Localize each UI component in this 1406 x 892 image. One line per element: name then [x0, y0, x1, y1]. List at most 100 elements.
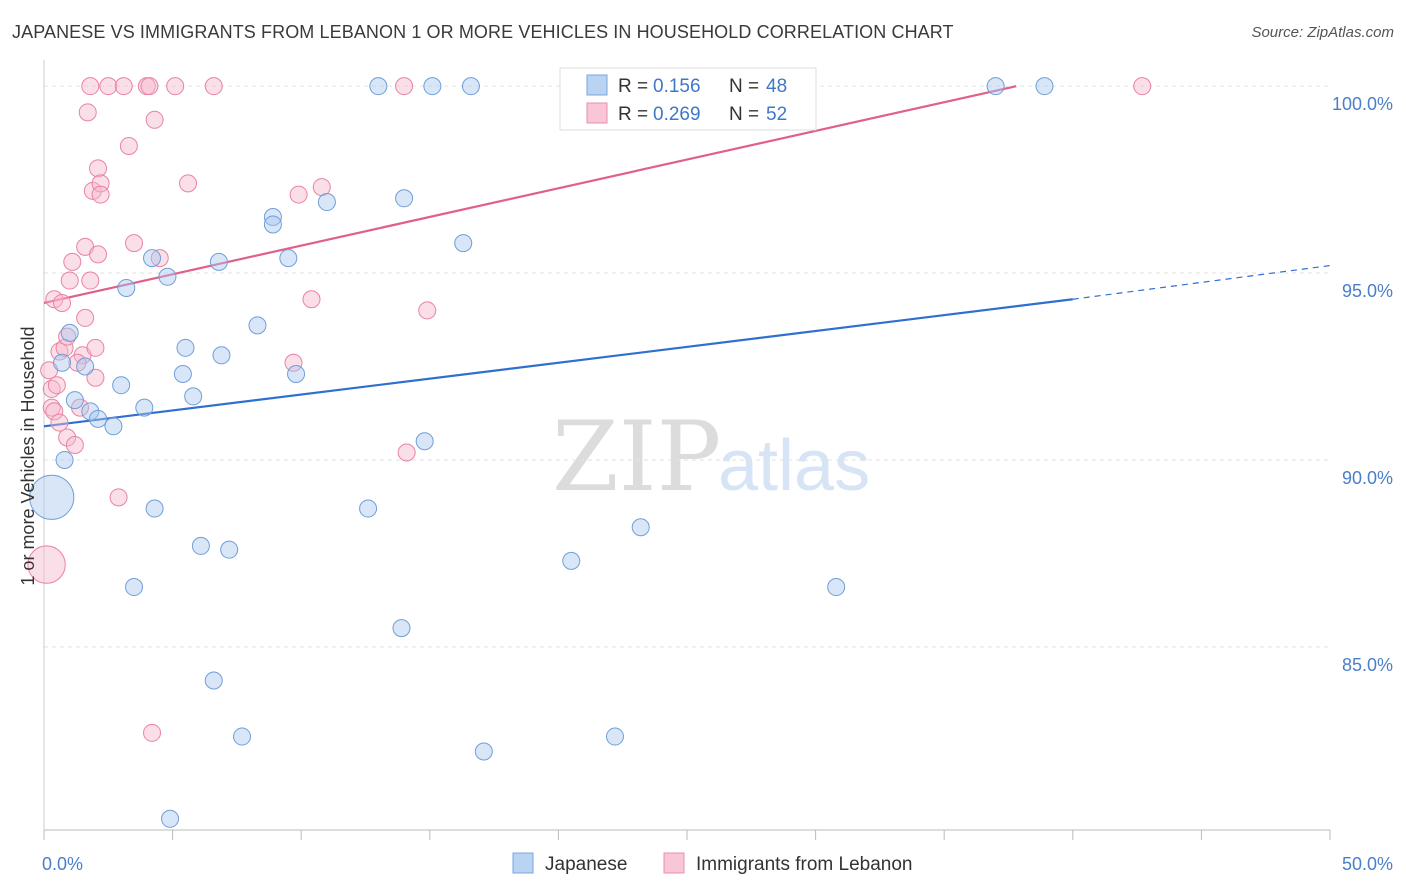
point-japanese	[233, 727, 252, 746]
point-lebanon	[140, 77, 159, 96]
x-tick-label-left: 0.0%	[42, 854, 83, 874]
trend-extension-japanese	[1072, 264, 1331, 300]
point-japanese	[605, 727, 624, 746]
point-lebanon	[58, 428, 77, 447]
point-japanese	[263, 207, 282, 226]
point-lebanon	[76, 308, 95, 327]
point-japanese	[65, 391, 84, 410]
point-lebanon	[289, 185, 308, 204]
point-japanese	[279, 249, 298, 268]
point-japanese	[173, 364, 192, 383]
point-lebanon	[45, 402, 64, 421]
point-lebanon	[65, 436, 84, 454]
point-japanese	[263, 215, 282, 234]
axes	[43, 60, 1331, 840]
point-japanese	[158, 267, 177, 286]
point-lebanon	[89, 159, 108, 178]
point-japanese	[176, 338, 195, 357]
point-japanese	[986, 77, 1005, 96]
point-lebanon	[395, 77, 414, 96]
point-lebanon	[27, 545, 66, 584]
point-lebanon	[89, 245, 108, 264]
source-label: Source: ZipAtlas.com	[1251, 24, 1394, 41]
legend-swatch-lebanon	[586, 102, 608, 124]
legend-r-label-japanese: R =	[618, 76, 648, 97]
trend-lines	[43, 85, 1331, 428]
point-japanese	[369, 77, 388, 96]
point-lebanon	[1133, 77, 1152, 96]
point-japanese	[204, 671, 223, 690]
point-lebanon	[284, 353, 303, 372]
point-lebanon	[119, 136, 138, 155]
series-legend: Japanese Immigrants from Lebanon	[512, 852, 913, 875]
point-japanese	[359, 499, 378, 518]
point-japanese	[191, 536, 210, 555]
point-japanese	[827, 578, 846, 597]
point-lebanon	[114, 77, 133, 96]
legend-n-label-lebanon: N =	[729, 104, 759, 125]
legend-swatch-japanese	[586, 74, 608, 96]
point-japanese	[1035, 77, 1054, 96]
point-lebanon	[109, 488, 128, 507]
bottom-legend-label-lebanon: Immigrants from Lebanon	[696, 854, 913, 875]
point-japanese	[135, 398, 154, 417]
bottom-legend-swatch-japanese	[512, 852, 534, 874]
point-lebanon	[397, 443, 416, 462]
point-lebanon	[145, 110, 164, 129]
bottom-legend-label-japanese: Japanese	[545, 854, 627, 875]
point-lebanon	[179, 174, 198, 193]
point-lebanon	[312, 178, 331, 197]
point-japanese	[474, 742, 493, 761]
legend-r-value-japanese: 0.156	[653, 76, 701, 97]
y-tick-label: 95.0%	[1342, 281, 1393, 301]
point-lebanon	[78, 103, 97, 122]
legend-n-value-japanese: 48	[766, 76, 787, 97]
point-japanese	[454, 234, 473, 253]
y-tick-label: 100.0%	[1332, 94, 1393, 114]
trend-line-japanese	[43, 298, 1073, 428]
point-japanese	[287, 364, 306, 383]
point-lebanon	[302, 290, 321, 309]
point-japanese	[89, 409, 108, 428]
legend-n-label-japanese: N =	[729, 76, 759, 97]
point-japanese	[143, 249, 162, 268]
point-japanese	[461, 77, 480, 96]
point-japanese	[60, 323, 79, 342]
grid-lines	[44, 85, 1330, 648]
point-japanese	[161, 809, 180, 828]
point-lebanon	[86, 368, 105, 387]
point-japanese	[209, 252, 228, 271]
y-tick-label: 90.0%	[1342, 468, 1393, 488]
point-japanese	[76, 357, 95, 376]
point-japanese	[81, 402, 100, 421]
point-japanese	[145, 499, 164, 518]
point-japanese	[562, 551, 581, 570]
point-lebanon	[125, 234, 144, 253]
point-lebanon	[53, 293, 72, 312]
chart-title: JAPANESE VS IMMIGRANTS FROM LEBANON 1 OR…	[12, 22, 954, 42]
y-axis-label: 1 or more Vehicles in Household	[18, 326, 38, 585]
y-tick-label: 85.0%	[1342, 655, 1393, 675]
point-lebanon	[166, 77, 185, 96]
point-japanese	[55, 450, 74, 469]
point-lebanon	[204, 77, 223, 96]
point-lebanon	[63, 252, 82, 271]
stats-legend: R = 0.156 N = 48 R = 0.269 N = 52	[559, 67, 817, 131]
point-japanese	[631, 518, 650, 537]
trend-line-lebanon	[43, 85, 1017, 305]
point-lebanon	[81, 77, 100, 96]
point-japanese	[248, 316, 267, 335]
bottom-legend-swatch-lebanon	[663, 852, 685, 874]
point-japanese	[112, 376, 131, 395]
point-lebanon	[81, 271, 100, 290]
point-japanese	[53, 353, 72, 372]
tick-labels: 100.0% 95.0% 90.0% 85.0% 0.0% 50.0%	[42, 94, 1393, 874]
point-japanese	[423, 77, 442, 96]
legend-r-label-lebanon: R =	[618, 104, 648, 125]
point-lebanon	[99, 77, 118, 96]
point-japanese	[184, 387, 203, 406]
point-japanese	[415, 432, 434, 451]
point-lebanon	[150, 249, 169, 268]
legend-n-value-lebanon: 52	[766, 104, 787, 125]
